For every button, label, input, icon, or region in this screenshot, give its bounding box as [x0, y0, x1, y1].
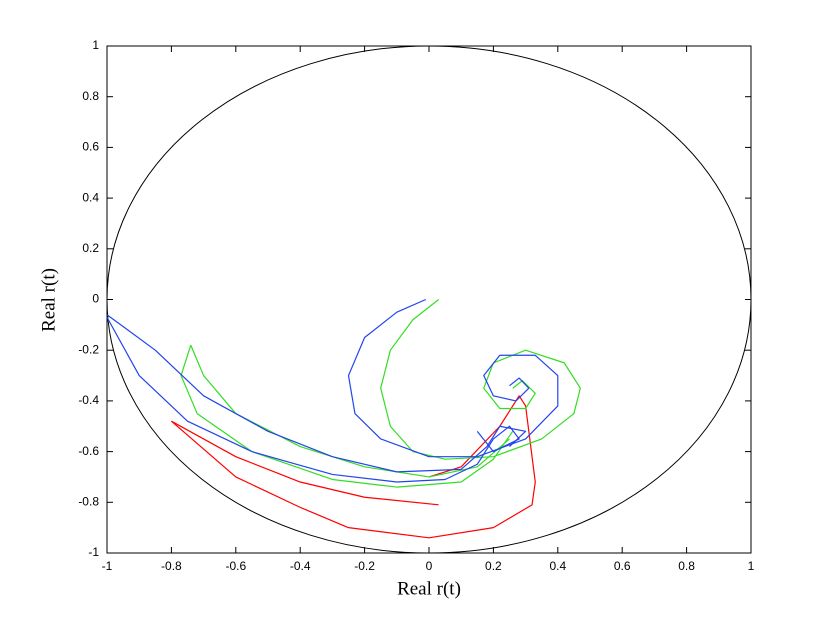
- x-axis-label: Real r(t): [397, 578, 461, 599]
- trajectory: [380, 299, 581, 460]
- trajectory: [106, 316, 520, 483]
- y-tick-label: -0.4: [78, 393, 99, 407]
- x-tick-label: 0.2: [485, 559, 502, 573]
- y-tick-label: 0: [92, 292, 99, 306]
- y-tick-label: 0.8: [82, 89, 99, 103]
- y-tick-label: 1: [92, 38, 99, 52]
- x-tick-label: -1: [102, 559, 113, 573]
- trajectory: [106, 314, 527, 473]
- y-tick-label: -0.8: [78, 494, 99, 508]
- trajectory: [171, 395, 536, 539]
- x-tick-label: 0.6: [614, 559, 631, 573]
- y-tick-label: -0.2: [78, 342, 99, 356]
- x-tick-label: -0.8: [161, 559, 182, 573]
- x-tick-label: 0.4: [549, 559, 566, 573]
- y-tick-label: 0.2: [82, 241, 99, 255]
- y-tick-label: -0.6: [78, 444, 99, 458]
- y-tick-label: 0.6: [82, 140, 99, 154]
- y-axis-label: Real r(t): [38, 268, 59, 332]
- trajectory: [347, 298, 559, 458]
- y-tick-label: -1: [88, 545, 99, 559]
- x-tick-label: -0.6: [225, 559, 246, 573]
- x-tick-label: -0.4: [290, 559, 311, 573]
- y-tick-label: 0.4: [82, 190, 99, 204]
- x-tick-label: 0.8: [678, 559, 695, 573]
- trajectory: [180, 344, 514, 488]
- trajectory: [171, 420, 439, 506]
- x-tick-label: -0.2: [354, 559, 375, 573]
- x-tick-label: 1: [748, 559, 755, 573]
- x-tick-label: 0: [426, 559, 433, 573]
